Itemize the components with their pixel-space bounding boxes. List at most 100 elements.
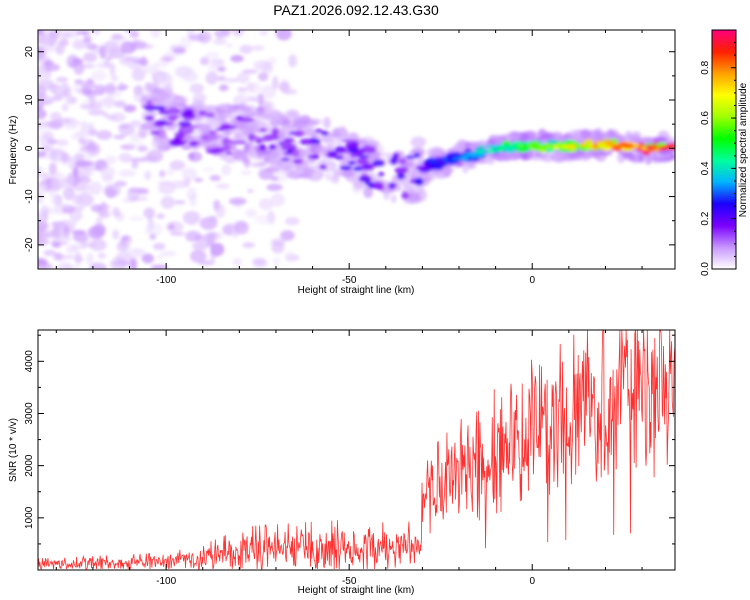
spectrogram-cell <box>205 112 215 118</box>
spectrogram-cell <box>205 71 219 85</box>
spectrogram-cell <box>109 257 128 269</box>
spectrogram-cell <box>45 63 60 72</box>
spectrogram-cell <box>394 177 410 185</box>
spectrogram-cell <box>220 30 232 37</box>
spectrogram-cell <box>307 154 321 159</box>
spectrogram-cell <box>323 116 331 129</box>
spectrogram-cell <box>86 78 94 85</box>
spectrogram-cell <box>372 159 385 167</box>
spectrogram-cell <box>153 105 165 111</box>
spectrogram-cell <box>110 112 126 123</box>
spectrogram-cell <box>501 155 512 162</box>
spectrogram-cell <box>109 63 116 77</box>
spectrogram-cell <box>197 30 212 44</box>
spectrogram-cell <box>39 99 54 105</box>
spectrogram-cell <box>173 98 187 104</box>
spectrogram-cell <box>150 130 161 135</box>
spectrogram-cell <box>153 61 169 68</box>
colorbar: 0.0 0.2 0.4 0.6 0.8 Normalized spectral ampl… <box>700 29 749 276</box>
spectrogram-cell <box>245 82 255 92</box>
spectrogram-cell <box>414 152 421 158</box>
spectrogram-cell <box>284 250 297 263</box>
spectrogram-cell <box>230 55 244 63</box>
snr-panel: -100 -50 0 1000 2000 3000 4000 Height of strai… <box>8 329 676 596</box>
spectrogram-cell <box>638 142 645 147</box>
spectrogram-cell <box>146 99 153 107</box>
spectrogram-cell <box>168 223 175 231</box>
spectrogram-cell <box>75 30 90 35</box>
spectrogram-cell <box>401 191 409 200</box>
spectrogram-cell <box>93 84 106 93</box>
spectrogram-cell <box>132 38 140 49</box>
spectrogram-cell <box>271 241 285 254</box>
spectrogram-cell <box>38 70 52 82</box>
spectrogram-cell <box>141 253 154 264</box>
spectrogram-cell <box>127 62 143 70</box>
spectrogram-cell <box>59 204 73 209</box>
spectrogram-cell <box>55 139 69 147</box>
y-tick-label: 0 <box>24 145 35 151</box>
spectrogram-cell <box>63 187 75 201</box>
spectrogram-cell <box>221 164 232 176</box>
spectrogram-cell <box>118 169 136 178</box>
spectrogram-cell <box>169 231 186 236</box>
spectrogram-cell <box>632 144 641 149</box>
spectrogram-cell <box>347 176 361 184</box>
spectrogram-cell <box>394 168 407 174</box>
spectrogram-cell <box>293 119 308 129</box>
spectrogram-cell <box>143 207 156 220</box>
spectrogram-cell <box>118 152 133 163</box>
spectrogram-cell <box>160 91 175 96</box>
spectrogram-cell <box>189 83 205 94</box>
spectrogram-cell <box>73 41 91 49</box>
spectrogram-cell <box>89 238 107 252</box>
spectrogram-cell <box>405 161 413 167</box>
spectrogram-cell <box>190 249 207 263</box>
spectrogram-cell <box>113 134 126 140</box>
spectrogram-cell <box>63 87 73 95</box>
spectrogram-cell <box>191 99 205 110</box>
spectrogram-cell <box>173 200 186 205</box>
spectrogram-cell <box>82 52 98 63</box>
spectrogram-cell <box>255 138 263 144</box>
spectrogram-cell <box>319 164 327 170</box>
snr-plot-area <box>38 330 675 570</box>
spectrogram-cell <box>97 252 107 260</box>
spectrogram-cell <box>334 155 344 160</box>
spectrogram-cell <box>519 132 529 144</box>
spectrogram-cell <box>58 261 72 269</box>
spectrogram-cell <box>270 176 279 181</box>
spectrogram-cell <box>74 252 82 265</box>
spectrogram-cell <box>414 177 424 186</box>
spectrogram-cell <box>452 144 463 150</box>
spectrogram-cell <box>546 139 559 144</box>
spectrogram-cell <box>38 185 48 192</box>
spectrogram-cell <box>338 125 347 136</box>
spectrogram-cell <box>293 130 305 137</box>
spectrogram-cell <box>389 156 398 165</box>
spectrogram-cell <box>276 148 283 156</box>
spectrogram-cell <box>294 168 304 176</box>
spectrogram-cell <box>110 75 119 82</box>
spectrogram-cell <box>217 75 226 82</box>
spectrogram-cell <box>48 119 63 130</box>
spectrogram-cell <box>303 151 315 156</box>
spectrogram-cell <box>254 214 272 225</box>
spectrogram-cell <box>270 193 286 207</box>
spectrogram-cell <box>91 70 107 82</box>
y-tick-label: 2000 <box>24 454 35 477</box>
spectrogram-cell <box>173 137 181 143</box>
spectrogram-cell <box>160 196 176 209</box>
spectrogram-cell <box>496 147 504 152</box>
spectrogram-cell <box>62 255 75 260</box>
spectrogram-cell <box>65 95 78 105</box>
spectrogram-cell <box>567 134 581 142</box>
spectrogram-cell <box>142 155 158 163</box>
spectrogram-cell <box>193 107 204 119</box>
spectrogram-cell <box>242 242 255 249</box>
spectrogram-cell <box>73 61 84 75</box>
spectrogram-cell <box>258 198 274 211</box>
spectrogram-plot-area <box>38 30 675 269</box>
y-tick-label: -20 <box>24 237 35 252</box>
